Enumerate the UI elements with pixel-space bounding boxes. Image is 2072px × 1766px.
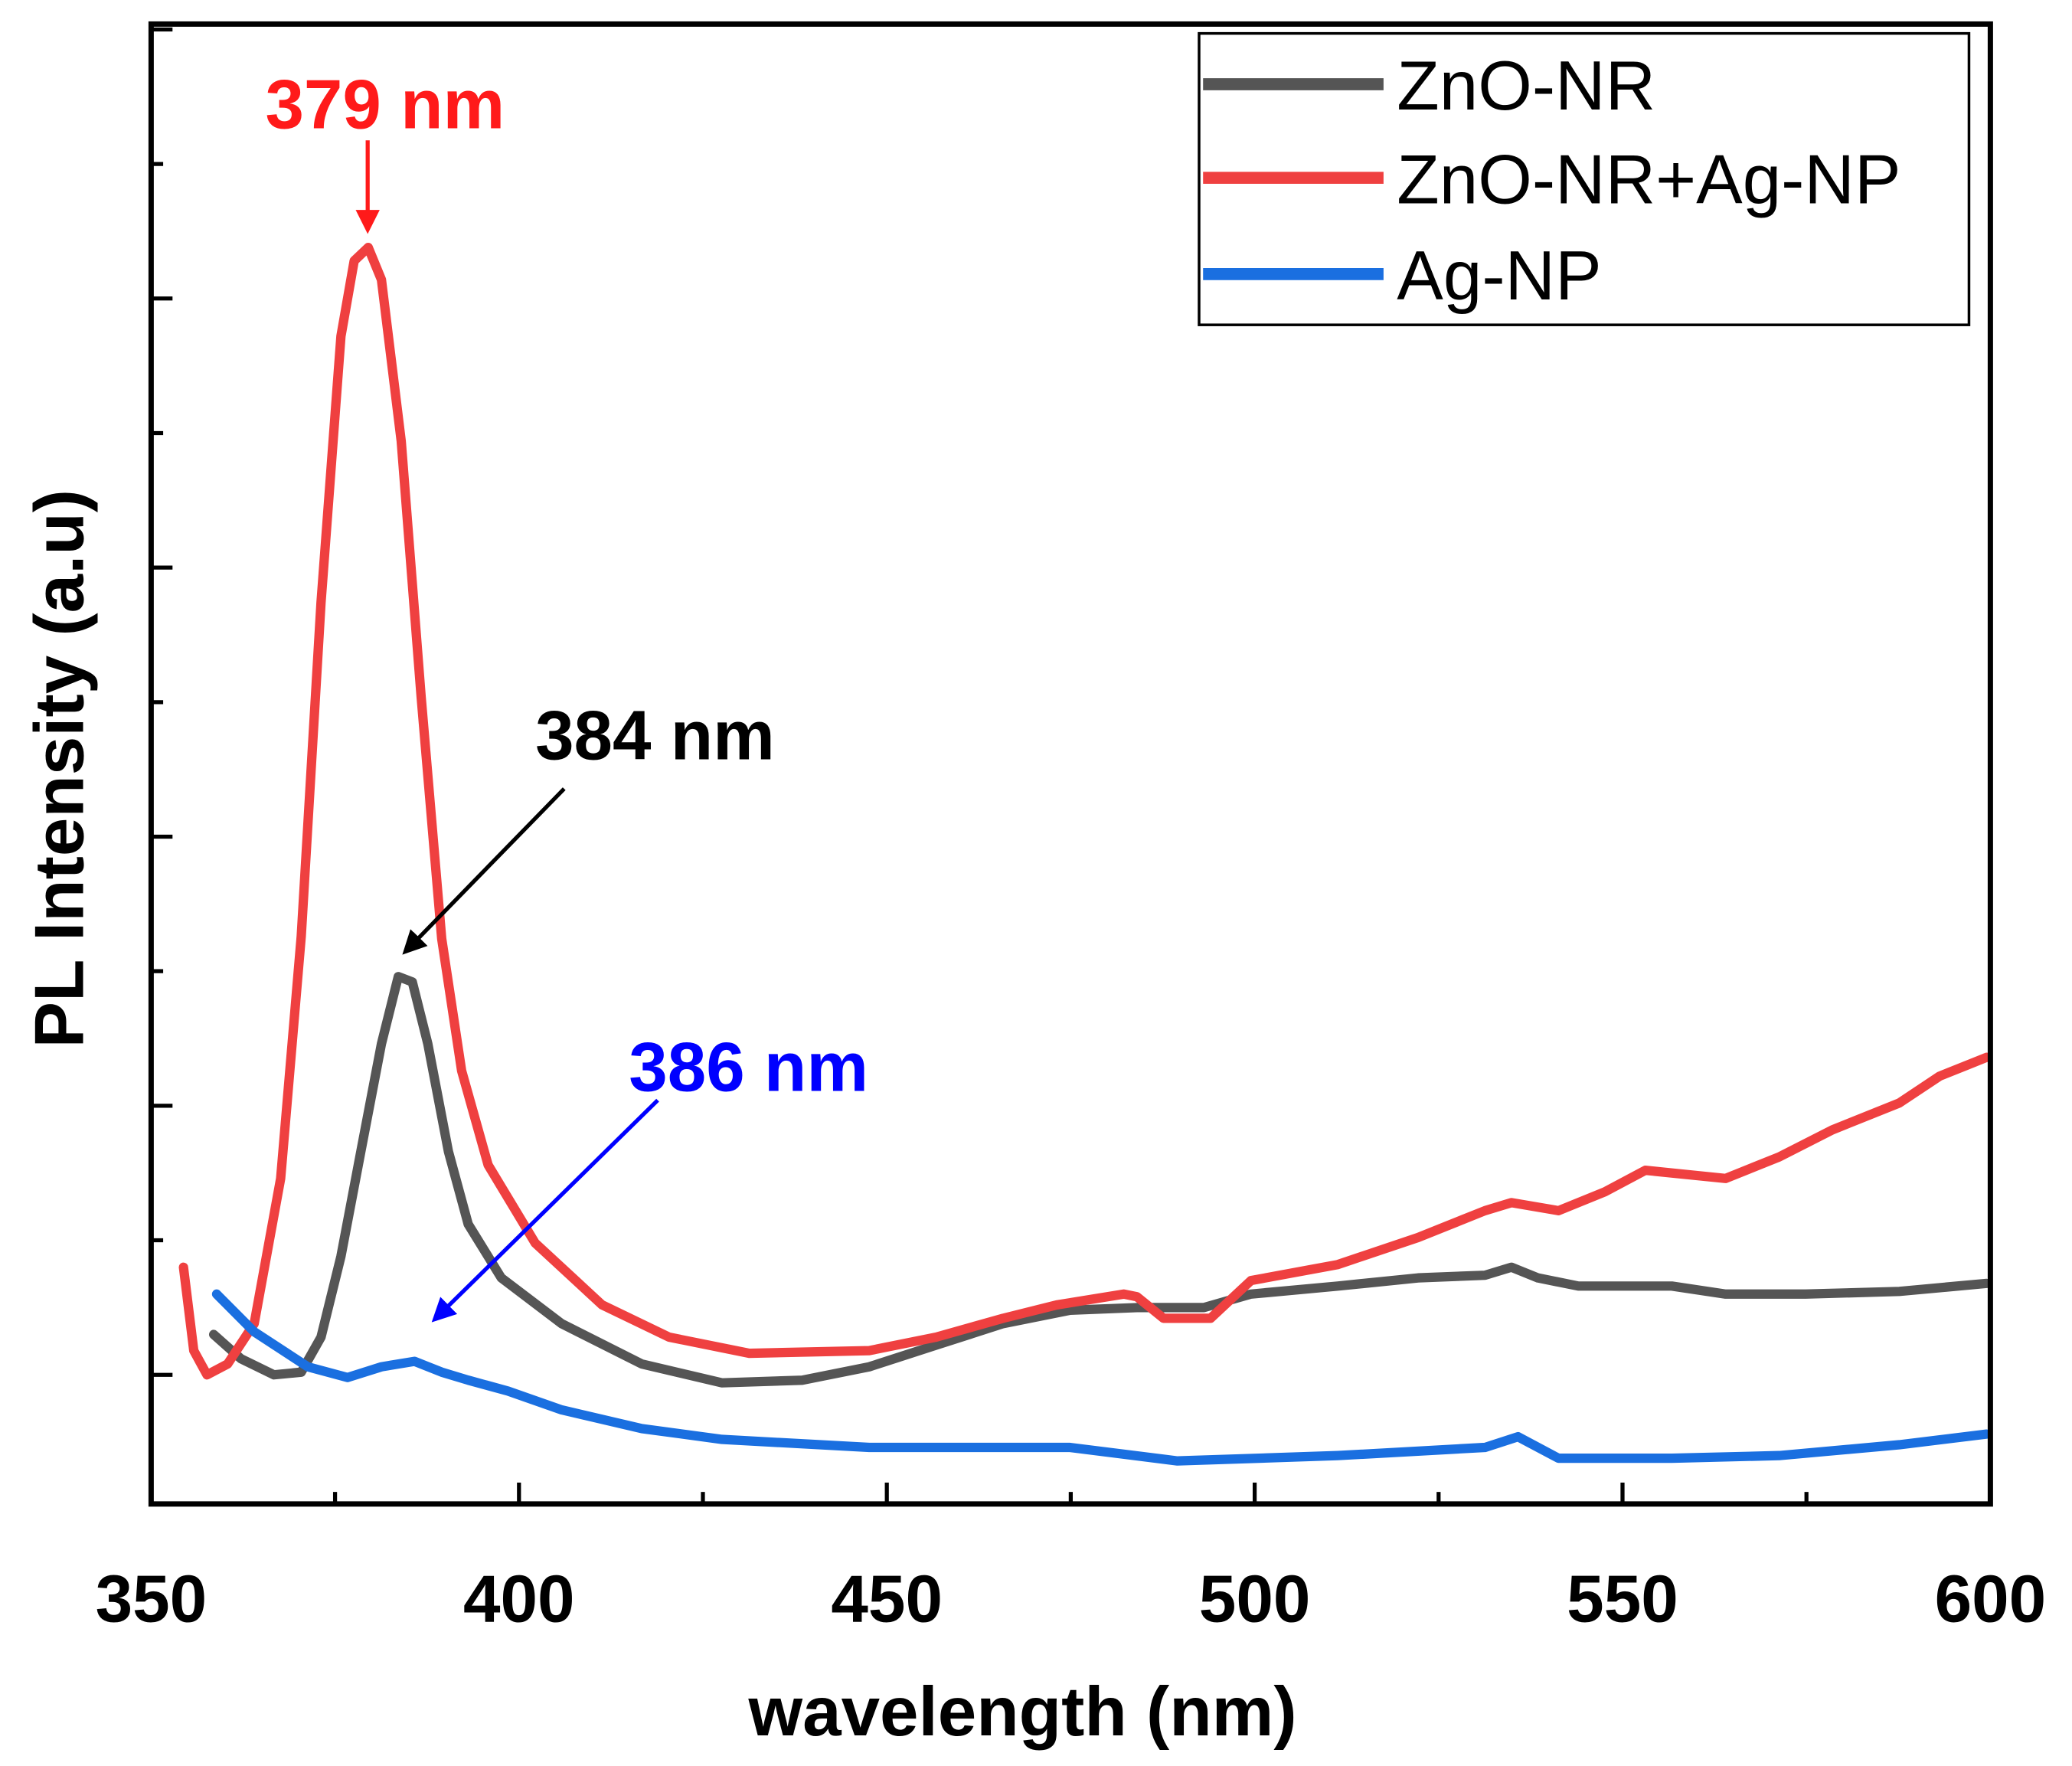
legend-label-ag-np: Ag-NP <box>1397 237 1601 315</box>
x-tick-labels: 350 400 450 500 550 600 <box>96 1562 2047 1636</box>
x-tick-label: 500 <box>1199 1562 1311 1636</box>
annotation-386: 386 nm <box>431 1029 868 1323</box>
legend: ZnO-NR ZnO-NR+Ag-NP Ag-NP <box>1198 31 1971 326</box>
x-tick-label: 600 <box>1935 1562 2047 1636</box>
axis-ticks <box>149 27 1993 1504</box>
legend-label-zno-nr: ZnO-NR <box>1397 47 1655 125</box>
x-axis-title: wavelength (nm) <box>747 1673 1296 1751</box>
x-tick-label: 350 <box>96 1562 208 1636</box>
legend-label-zno-nr-ag-np: ZnO-NR+Ag-NP <box>1397 141 1900 218</box>
series-layer <box>178 243 1992 1466</box>
x-tick-label: 550 <box>1567 1562 1678 1636</box>
series-line-zno-nr-ag-np <box>178 243 1992 1380</box>
annotation-label-384nm: 384 nm <box>535 698 775 775</box>
series-line-zno-nr <box>208 972 1992 1388</box>
annotation-379: 379 nm <box>265 67 505 234</box>
x-tick-label: 400 <box>463 1562 575 1636</box>
annotation-arrow-386nm <box>431 1098 659 1323</box>
annotation-arrow-384nm <box>402 787 566 955</box>
annotation-384: 384 nm <box>402 698 775 955</box>
x-tick-label: 450 <box>831 1562 943 1636</box>
y-axis-title: PL Intensity (a.u) <box>21 489 98 1048</box>
series-line-ag-np <box>211 1289 1992 1466</box>
annotation-label-386nm: 386 nm <box>629 1029 868 1106</box>
annotation-label-379nm: 379 nm <box>265 67 505 144</box>
